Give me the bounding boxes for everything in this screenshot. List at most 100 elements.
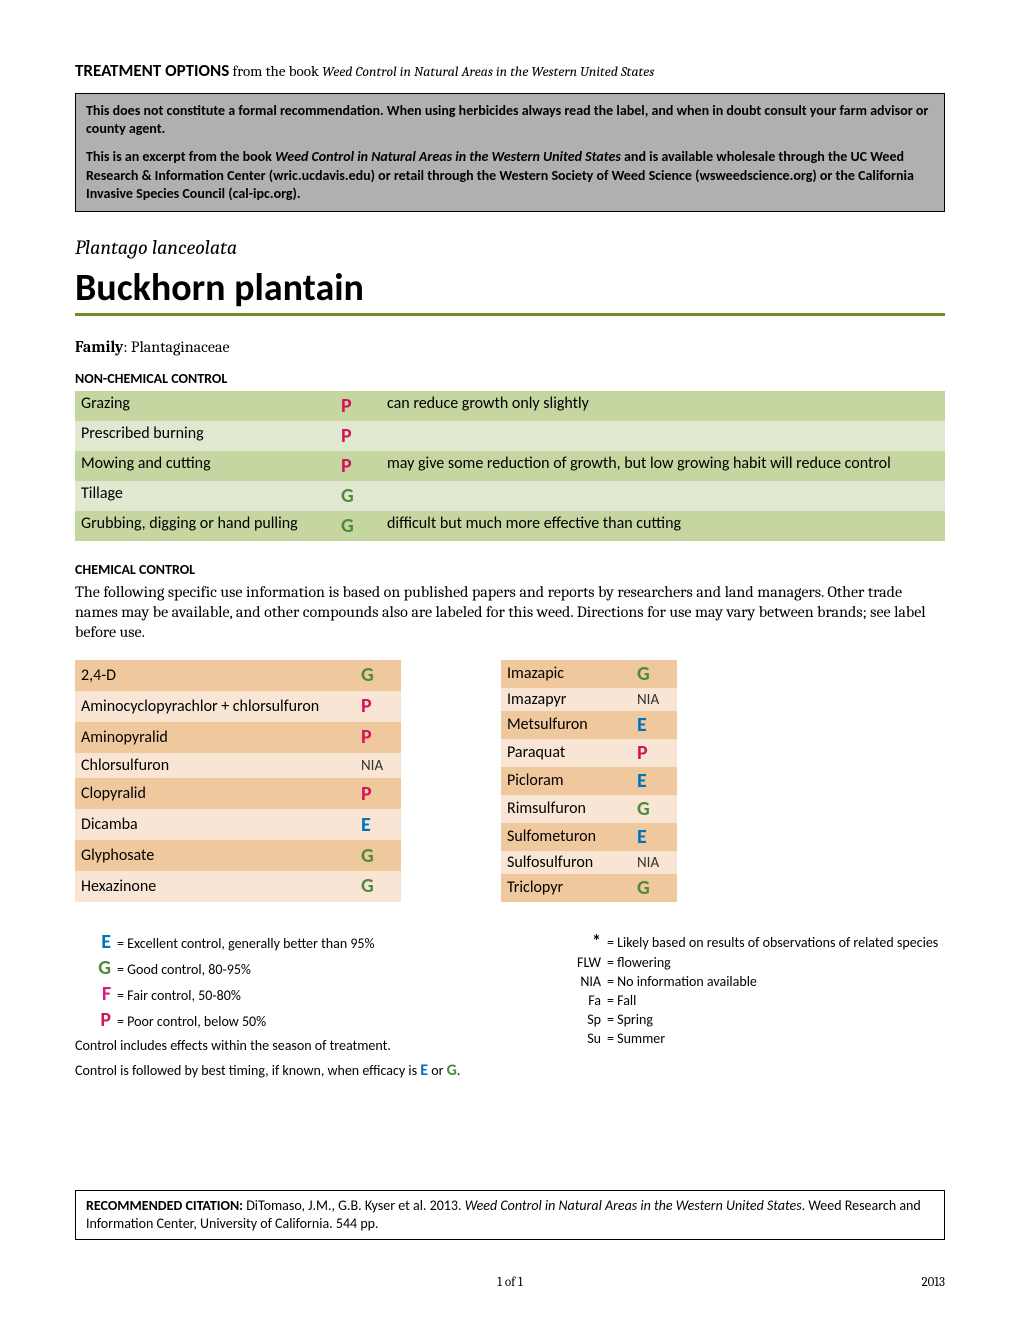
table-row: ParaquatP — [501, 739, 677, 767]
legend-key: Su — [565, 1030, 607, 1047]
legend-text: = No information available — [607, 973, 945, 990]
header-title-bold: TREATMENT OPTIONS — [75, 60, 229, 81]
method-cell: Prescribed burning — [75, 421, 335, 451]
rating-e: E — [361, 813, 371, 837]
non-chemical-header: NON-CHEMICAL CONTROL — [75, 370, 945, 387]
rating-cell: NIA — [631, 688, 677, 711]
table-row: 2,4-DG — [75, 660, 401, 691]
rating-cell: G — [631, 874, 677, 902]
document-header: TREATMENT OPTIONS from the book Weed Con… — [75, 60, 945, 81]
rating-cell: G — [355, 840, 401, 871]
table-row: DicambaE — [75, 809, 401, 840]
chem-name-cell: Rimsulfuron — [501, 795, 631, 823]
rating-cell: P — [355, 691, 401, 722]
rating-nia: NIA — [637, 854, 659, 872]
table-row: AminopyralidP — [75, 722, 401, 753]
rating-g: G — [361, 874, 374, 898]
chemical-intro: The following specific use information i… — [75, 582, 945, 642]
legend-row: G= Good control, 80-95% — [75, 956, 505, 980]
footer-year: 2013 — [921, 1275, 945, 1290]
note-cell — [381, 421, 945, 451]
latin-name: Plantago lanceolata — [75, 236, 945, 259]
method-cell: Tillage — [75, 481, 335, 511]
rating-p: P — [361, 782, 372, 806]
table-row: Sulfosulfuron NIA — [501, 851, 677, 874]
rating-cell: NIA — [355, 753, 401, 778]
legend-text: = Spring — [607, 1011, 945, 1028]
legend-key: NIA — [565, 973, 607, 990]
legend-text: = Summer — [607, 1030, 945, 1047]
rating-cell: P — [355, 778, 401, 809]
legend-key: Sp — [565, 1011, 607, 1028]
family-label: Family — [75, 338, 123, 356]
legend-row: P= Poor control, below 50% — [75, 1008, 505, 1032]
table-row: Mowing and cuttingPmay give some reducti… — [75, 451, 945, 481]
table-row: GlyphosateG — [75, 840, 401, 871]
table-row: Aminocyclopyrachlor + chlorsulfuronP — [75, 691, 401, 722]
chemical-table-left: 2,4-DGAminocyclopyrachlor + chlorsulfuro… — [75, 660, 401, 902]
rating-e: E — [637, 713, 647, 737]
rating-g: G — [637, 876, 650, 900]
rating-cell: P — [335, 451, 381, 481]
table-row: Prescribed burningP — [75, 421, 945, 451]
rating-p: P — [341, 454, 352, 478]
rating-nia: NIA — [637, 691, 659, 709]
method-cell: Grazing — [75, 391, 335, 421]
rating-cell: E — [631, 711, 677, 739]
chem-name-cell: Glyphosate — [75, 840, 355, 871]
disclaimer-p2a: This is an excerpt from the book — [86, 148, 275, 165]
rating-p: P — [361, 694, 372, 718]
legend-text: = Fall — [607, 992, 945, 1009]
chemical-table-right: ImazapicGImazapyrNIAMetsulfuronEParaquat… — [501, 660, 677, 902]
rating-g: G — [361, 663, 374, 687]
rating-cell: P — [631, 739, 677, 767]
legend-note1: Control includes effects within the seas… — [75, 1036, 505, 1056]
legend-key: G — [98, 956, 111, 980]
footer: 1 of 1 2013 — [75, 1275, 945, 1290]
table-row: GrazingPcan reduce growth only slightly — [75, 391, 945, 421]
legend-key: FLW — [565, 954, 607, 971]
legend-text: = Excellent control, generally better th… — [117, 935, 505, 952]
method-cell: Mowing and cutting — [75, 451, 335, 481]
rating-p: P — [341, 394, 352, 418]
chem-name-cell: Sulfosulfuron — [501, 851, 631, 874]
rating-cell: G — [631, 795, 677, 823]
legend-text: = Poor control, below 50% — [117, 1013, 505, 1030]
rating-cell: G — [355, 871, 401, 902]
method-cell: Grubbing, digging or hand pulling — [75, 511, 335, 541]
rating-cell: E — [631, 767, 677, 795]
rating-cell: NIA — [631, 851, 677, 874]
rating-e: E — [637, 769, 647, 793]
common-name: Buckhorn plantain — [75, 265, 945, 316]
citation-box: RECOMMENDED CITATION: DiTomaso, J.M., G.… — [75, 1190, 945, 1240]
header-title-italic: Weed Control in Natural Areas in the Wes… — [322, 63, 654, 80]
legend-left: E= Excellent control, generally better t… — [75, 930, 505, 1082]
rating-p: P — [361, 725, 372, 749]
rating-cell: P — [335, 421, 381, 451]
citation-label: RECOMMENDED CITATION: — [86, 1197, 243, 1214]
rating-g: G — [637, 662, 650, 686]
rating-g: G — [637, 797, 650, 821]
legend-text: = Likely based on results of observation… — [607, 934, 945, 951]
table-row: RimsulfuronG — [501, 795, 677, 823]
rating-cell: P — [355, 722, 401, 753]
chem-name-cell: Aminopyralid — [75, 722, 355, 753]
chemical-header: CHEMICAL CONTROL — [75, 561, 945, 578]
disclaimer-box: This does not constitute a formal recomm… — [75, 93, 945, 212]
rating-p: P — [637, 741, 648, 765]
legend-text: = flowering — [607, 954, 945, 971]
chem-name-cell: Dicamba — [75, 809, 355, 840]
chem-name-cell: Metsulfuron — [501, 711, 631, 739]
rating-g: G — [341, 514, 354, 538]
header-title-rest: from the book — [229, 62, 322, 80]
page-number: 1 of 1 — [497, 1275, 522, 1290]
table-row: HexazinoneG — [75, 871, 401, 902]
chemical-tables: 2,4-DGAminocyclopyrachlor + chlorsulfuro… — [75, 660, 945, 902]
disclaimer-p1: This does not constitute a formal recomm… — [86, 102, 928, 137]
legend-key: Fa — [565, 992, 607, 1009]
chem-name-cell: Paraquat — [501, 739, 631, 767]
table-row: PicloramE — [501, 767, 677, 795]
rating-g: G — [341, 484, 354, 508]
table-row: TriclopyrG — [501, 874, 677, 902]
rating-cell: P — [335, 391, 381, 421]
